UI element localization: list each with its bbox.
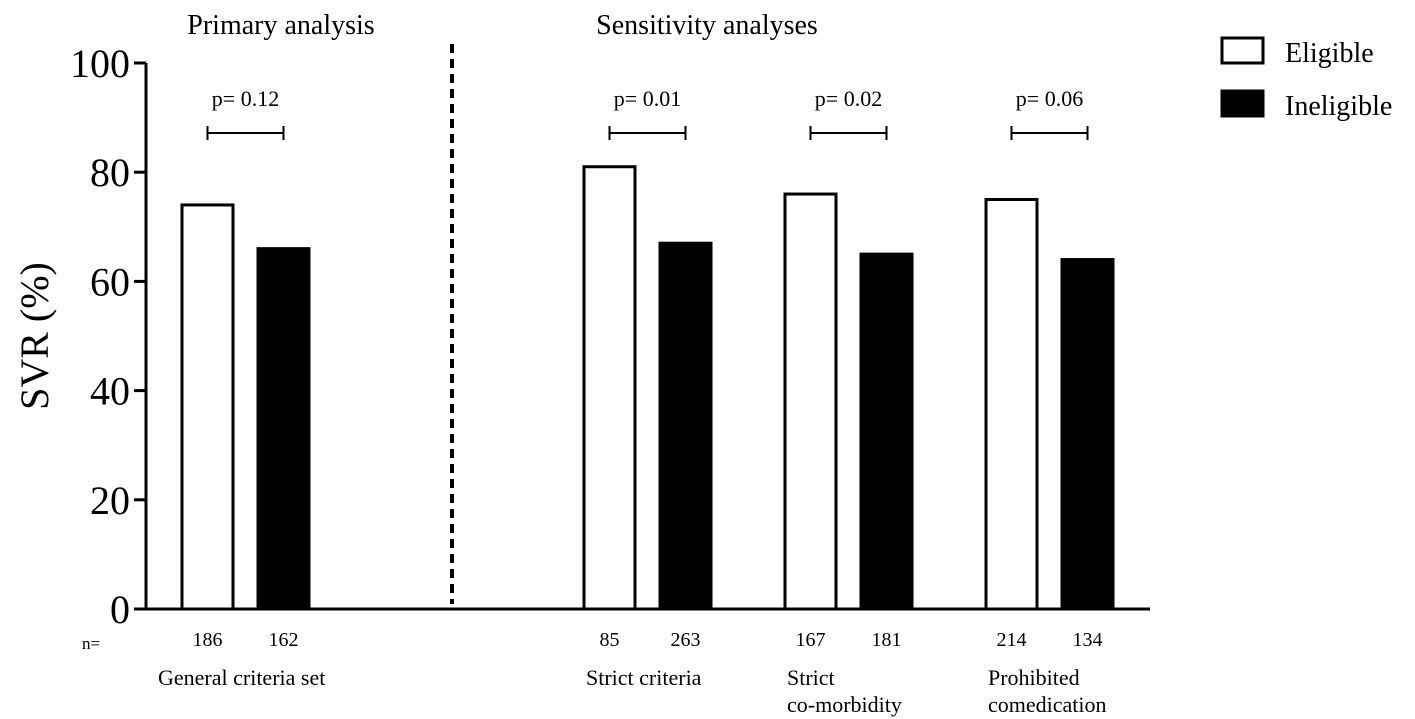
legend-swatch-ineligible	[1220, 89, 1265, 118]
bar-eligible	[984, 198, 1039, 611]
group-label: Prohibited	[988, 665, 1080, 690]
n-value: 181	[872, 629, 902, 651]
legend-swatch-eligible	[1220, 36, 1265, 65]
p-value-label: p= 0.06	[1016, 86, 1083, 111]
bar-ineligible	[256, 247, 311, 611]
p-value-label: p= 0.01	[614, 86, 681, 111]
n-value: 85	[600, 629, 620, 651]
group-label: Strict	[787, 665, 835, 690]
group-label: co-morbidity	[787, 692, 902, 717]
y-tick-label: 80	[90, 150, 130, 195]
bar-eligible	[582, 165, 637, 611]
bar-ineligible	[658, 241, 713, 611]
y-tick-label: 60	[90, 259, 130, 304]
y-axis-title: SVR (%)	[12, 262, 57, 410]
section-title: Primary analysis	[187, 10, 374, 41]
y-tick-label: 20	[90, 478, 130, 523]
axes: 0 20 40 60 80 100 SVR (%)	[12, 41, 1150, 632]
p-value-label: p= 0.12	[212, 86, 279, 111]
group-label: General criteria set	[158, 665, 325, 690]
bar-eligible	[783, 192, 838, 611]
y-tick-label: 0	[110, 587, 130, 632]
n-value: 167	[796, 629, 826, 651]
group-label: comedication	[988, 692, 1107, 717]
legend: Eligible Ineligible	[1220, 36, 1392, 122]
y-tick-label: 100	[70, 41, 130, 86]
n-value: 263	[671, 629, 701, 651]
bars	[180, 165, 1115, 611]
bar-ineligible	[1060, 258, 1115, 611]
p-value-label: p= 0.02	[815, 86, 882, 111]
n-value: 214	[997, 629, 1027, 651]
legend-label: Ineligible	[1285, 91, 1392, 122]
y-tick-label: 40	[90, 369, 130, 414]
section-title: Sensitivity analyses	[596, 10, 818, 41]
n-value: 186	[193, 629, 223, 651]
labels: Primary analysis Sensitivity analyses n= 18…	[82, 10, 1107, 717]
n-value: 162	[269, 629, 299, 651]
bar-ineligible	[859, 252, 914, 611]
group-label: Strict criteria	[586, 665, 702, 690]
bar-eligible	[180, 203, 235, 611]
n-value: 134	[1073, 629, 1103, 651]
legend-label: Eligible	[1285, 38, 1374, 69]
n-label: n=	[82, 634, 100, 653]
